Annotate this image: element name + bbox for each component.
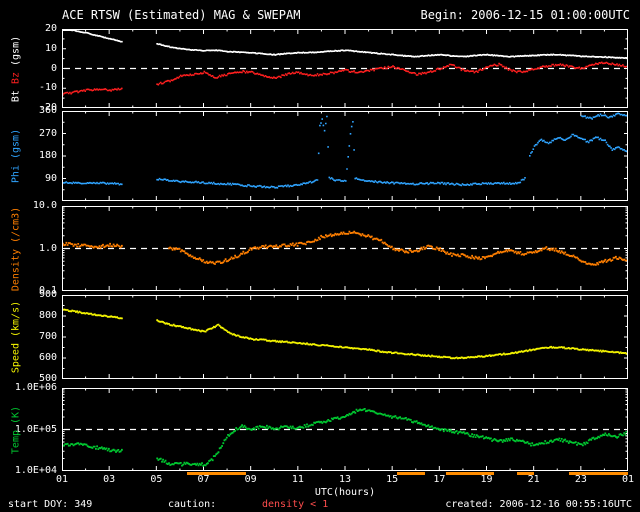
density-axis-label: Density (/cm3)	[11, 206, 22, 290]
panel-frame	[62, 295, 628, 379]
y-tick-label: 10	[44, 42, 57, 54]
y-tick-label: 180	[38, 150, 57, 161]
speed-axis-label-part: Speed (km/s)	[10, 300, 22, 374]
created-timestamp: created: 2006-12-16 00:55:16UTC	[445, 499, 632, 510]
y-tick-label: -20	[38, 102, 57, 113]
chart-title: ACE RTSW (Estimated) MAG & SWEPAM	[62, 8, 301, 22]
axis-ticks	[62, 111, 628, 201]
x-tick-label: 05	[150, 474, 163, 485]
mag-axis-label-part: Bt	[10, 83, 22, 102]
y-tick-label: 20	[44, 23, 57, 34]
caution-value: density < 1	[262, 499, 329, 510]
panel-frame	[62, 206, 628, 291]
caution-bar	[569, 472, 628, 475]
axis-ticks	[62, 29, 628, 108]
y-tick-label: 1.0	[38, 242, 57, 254]
start-doy-label: start DOY: 349	[8, 499, 93, 510]
temp-axis-label-part: Temp (K)	[10, 405, 22, 454]
panel-frame	[62, 388, 628, 471]
x-tick-label: 09	[244, 474, 257, 485]
mag-axis-label: Bt Bz (gsm)	[11, 35, 22, 101]
caution-bar	[517, 472, 534, 475]
caution-bar	[186, 472, 246, 475]
y-tick-label: 500	[38, 373, 57, 384]
x-tick-label: 07	[197, 474, 210, 485]
x-tick-label: 21	[527, 474, 540, 485]
y-tick-label: 1.0E+05	[14, 423, 57, 435]
panel-speed	[62, 295, 628, 379]
x-axis-title: UTC(hours)	[314, 487, 376, 498]
panel-phi	[62, 111, 628, 201]
axis-ticks	[62, 206, 628, 291]
temp-axis-label: Temp (K)	[11, 405, 22, 453]
bt-series	[62, 29, 628, 60]
x-tick-label: 01	[622, 474, 635, 485]
temp-series	[62, 408, 628, 467]
x-tick-label: 17	[433, 474, 446, 485]
caution-label: caution:	[168, 499, 217, 510]
speed-axis-label: Speed (km/s)	[11, 301, 22, 373]
y-tick-label: 800	[38, 310, 57, 321]
y-tick-label: 90	[44, 172, 57, 184]
x-tick-label: 23	[574, 474, 587, 485]
panel-frame	[62, 29, 628, 108]
phi-axis-label-part: Phi (gsm)	[10, 128, 22, 184]
y-tick-label: 1.0E+06	[14, 382, 57, 393]
mag-axis-label-part: (gsm)	[10, 35, 22, 72]
y-tick-label: 0	[50, 62, 57, 74]
density-axis-label-part: Density (/cm3)	[10, 206, 22, 291]
panel-frame	[62, 111, 628, 201]
y-tick-label: 900	[38, 289, 57, 300]
y-tick-label: 270	[38, 127, 57, 139]
y-tick-label: 700	[38, 331, 57, 342]
y-tick-label: -10	[38, 82, 57, 94]
bz-series	[62, 61, 628, 96]
caution-bar	[446, 472, 494, 475]
panel-mag	[62, 29, 628, 108]
y-tick-label: 10.0	[32, 200, 57, 211]
mag-axis-label-part: Bz	[10, 71, 22, 84]
speed-series	[62, 308, 628, 360]
phi-axis-label: Phi (gsm)	[11, 129, 22, 183]
y-tick-label: 600	[38, 352, 57, 363]
x-tick-label: 03	[103, 474, 116, 485]
phi-series	[62, 112, 628, 189]
panel-density	[62, 206, 628, 291]
y-tick-label: 0.1	[38, 285, 57, 296]
x-tick-label: 01	[56, 474, 69, 485]
x-tick-label: 13	[339, 474, 352, 485]
axis-ticks	[62, 295, 628, 379]
caution-bar	[396, 472, 426, 475]
x-tick-label: 15	[386, 474, 399, 485]
x-tick-label: 19	[480, 474, 493, 485]
y-tick-label: 360	[38, 105, 57, 116]
panel-temp	[62, 388, 628, 471]
y-tick-label: 1.0E+04	[14, 465, 57, 476]
x-tick-label: 11	[291, 474, 304, 485]
axis-ticks	[62, 388, 628, 471]
begin-timestamp: Begin: 2006-12-15 01:00:00UTC	[420, 8, 630, 22]
